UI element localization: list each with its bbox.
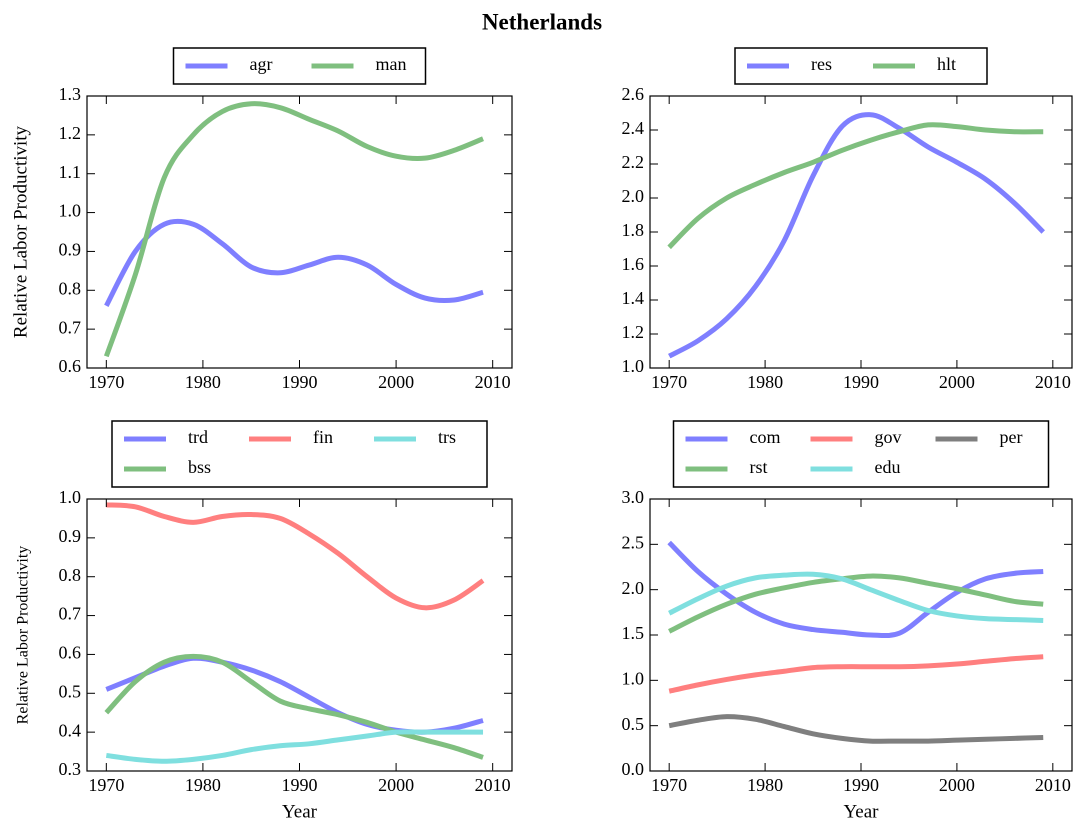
y-tick-label: 2.4 bbox=[622, 118, 645, 138]
legend-label: rst bbox=[750, 457, 768, 477]
y-axis-label: Relative Labor Productivity bbox=[10, 125, 31, 338]
line-series bbox=[667, 122, 1044, 250]
legend-label: trs bbox=[438, 427, 456, 447]
x-tick-label: 2010 bbox=[1035, 775, 1071, 795]
y-tick-label: 1.2 bbox=[59, 123, 82, 143]
legend-label: trd bbox=[188, 427, 208, 447]
line-series bbox=[103, 101, 484, 358]
line-series bbox=[106, 502, 485, 611]
y-tick-label: 1.0 bbox=[622, 668, 645, 688]
y-tick-label: 0.8 bbox=[59, 565, 82, 585]
x-tick-label: 1980 bbox=[185, 775, 221, 795]
legend-box bbox=[111, 420, 488, 488]
x-tick-label: 2010 bbox=[475, 372, 511, 392]
legend-label: per bbox=[1000, 427, 1023, 447]
line-series bbox=[668, 654, 1044, 694]
x-axis-label: Year bbox=[282, 801, 318, 822]
x-tick-label: 2000 bbox=[378, 372, 414, 392]
legend-label: agr bbox=[250, 54, 273, 74]
x-tick-label: 1980 bbox=[747, 372, 783, 392]
y-tick-label: 1.0 bbox=[622, 356, 645, 376]
x-tick-label: 1980 bbox=[747, 775, 783, 795]
x-tick-label: 1980 bbox=[185, 372, 221, 392]
x-tick-label: 1990 bbox=[282, 775, 318, 795]
x-tick-label: 2000 bbox=[939, 372, 975, 392]
legend-label: res bbox=[811, 54, 832, 74]
line-series bbox=[104, 218, 484, 308]
y-axis-label: Relative Labor Productivity bbox=[15, 546, 32, 725]
legend-label: man bbox=[376, 54, 407, 74]
y-tick-label: 0.7 bbox=[59, 604, 82, 624]
y-tick-label: 2.5 bbox=[622, 532, 645, 552]
y-tick-label: 0.4 bbox=[59, 720, 82, 740]
y-tick-label: 2.6 bbox=[622, 84, 645, 104]
y-tick-label: 1.3 bbox=[59, 84, 82, 104]
legend-label: bss bbox=[188, 457, 211, 477]
x-tick-label: 2010 bbox=[1035, 372, 1071, 392]
y-tick-label: 1.0 bbox=[59, 487, 82, 507]
y-tick-label: 0.7 bbox=[59, 317, 82, 337]
x-tick-label: 1990 bbox=[843, 775, 879, 795]
figure-title: Netherlands bbox=[482, 9, 602, 34]
y-tick-label: 1.0 bbox=[59, 201, 82, 221]
y-tick-label: 1.2 bbox=[622, 322, 645, 342]
x-tick-label: 1970 bbox=[651, 775, 687, 795]
x-tick-label: 1970 bbox=[88, 372, 124, 392]
y-tick-label: 2.0 bbox=[622, 186, 645, 206]
y-tick-label: 1.8 bbox=[622, 220, 645, 240]
x-tick-label: 1990 bbox=[282, 372, 318, 392]
y-tick-label: 0.6 bbox=[59, 356, 82, 376]
line-series bbox=[668, 573, 1044, 634]
y-tick-label: 0.9 bbox=[59, 240, 82, 260]
y-tick-label: 2.2 bbox=[622, 152, 645, 172]
line-series bbox=[668, 714, 1044, 744]
x-tick-label: 2010 bbox=[475, 775, 511, 795]
legend-label: hlt bbox=[937, 54, 956, 74]
line-series bbox=[104, 653, 484, 760]
legend-label: com bbox=[750, 427, 781, 447]
legend-label: edu bbox=[875, 457, 901, 477]
y-tick-label: 3.0 bbox=[622, 487, 645, 507]
y-tick-label: 0.3 bbox=[59, 759, 82, 779]
y-tick-label: 0.9 bbox=[59, 526, 82, 546]
x-tick-label: 1990 bbox=[843, 372, 879, 392]
legend-label: fin bbox=[313, 427, 333, 447]
x-axis-label: Year bbox=[843, 801, 879, 822]
y-tick-label: 0.0 bbox=[622, 759, 645, 779]
x-tick-label: 2000 bbox=[378, 775, 414, 795]
y-tick-label: 0.5 bbox=[622, 714, 645, 734]
x-tick-label: 2000 bbox=[939, 775, 975, 795]
line-series bbox=[668, 571, 1044, 623]
y-tick-label: 1.4 bbox=[622, 288, 645, 308]
line-series bbox=[667, 540, 1044, 639]
y-tick-label: 1.1 bbox=[59, 162, 82, 182]
legend-label: gov bbox=[875, 427, 902, 447]
x-tick-label: 1970 bbox=[88, 775, 124, 795]
x-tick-label: 1970 bbox=[651, 372, 687, 392]
line-series bbox=[105, 729, 484, 764]
y-tick-label: 0.5 bbox=[59, 681, 82, 701]
y-tick-label: 1.6 bbox=[622, 254, 645, 274]
legend-box bbox=[672, 420, 1050, 488]
y-tick-label: 1.5 bbox=[622, 623, 645, 643]
y-tick-label: 2.0 bbox=[622, 578, 645, 598]
line-series bbox=[668, 112, 1046, 359]
y-tick-label: 0.8 bbox=[59, 278, 82, 298]
y-tick-label: 0.6 bbox=[59, 643, 82, 663]
